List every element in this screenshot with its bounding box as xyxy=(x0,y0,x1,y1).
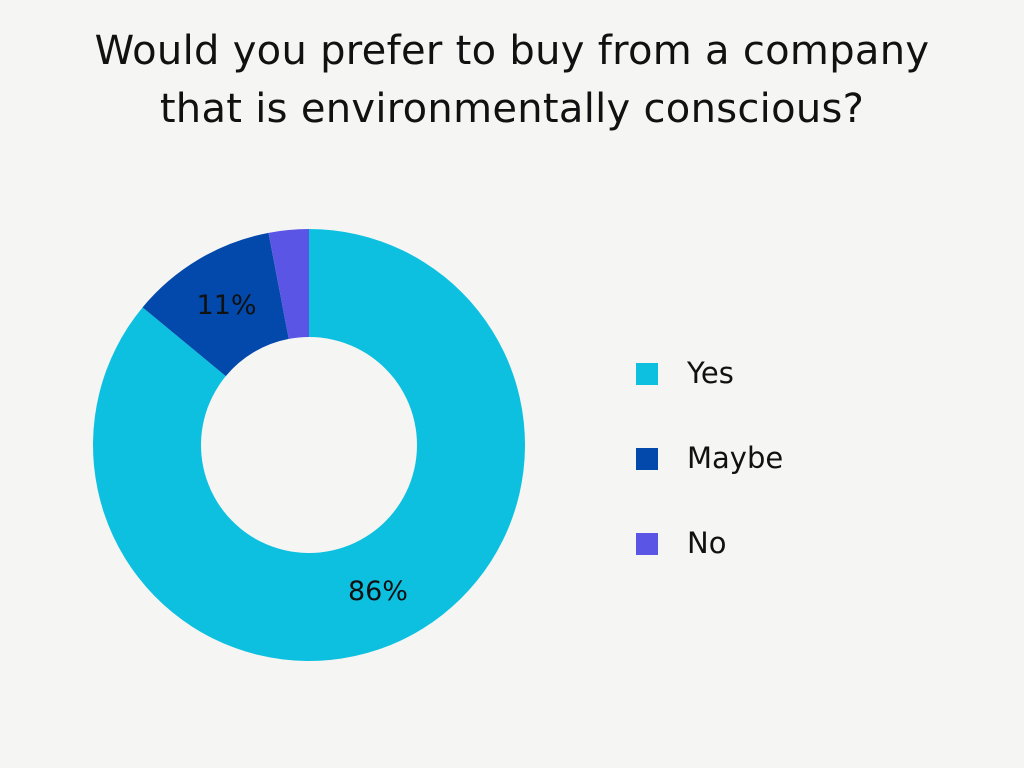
donut-slice-yes xyxy=(93,229,525,661)
donut-slice-maybe xyxy=(142,232,289,377)
chart-title-line-2: that is environmentally conscious? xyxy=(159,86,865,132)
legend-swatch-yes xyxy=(636,363,658,385)
donut-slice-no xyxy=(268,229,309,339)
legend-label-maybe: Maybe xyxy=(687,441,784,475)
data-label-maybe: 11% xyxy=(197,290,257,321)
chart-title: Would you prefer to buy from a company t… xyxy=(0,22,1024,138)
chart-title-line-1: Would you prefer to buy from a company xyxy=(94,28,930,74)
data-label-yes: 86% xyxy=(348,576,408,607)
legend-label-no: No xyxy=(687,526,727,560)
legend-swatch-no xyxy=(636,533,658,555)
donut-chart: 86% 11% xyxy=(93,229,525,661)
legend-swatch-maybe xyxy=(636,448,658,470)
legend-label-yes: Yes xyxy=(687,356,734,390)
